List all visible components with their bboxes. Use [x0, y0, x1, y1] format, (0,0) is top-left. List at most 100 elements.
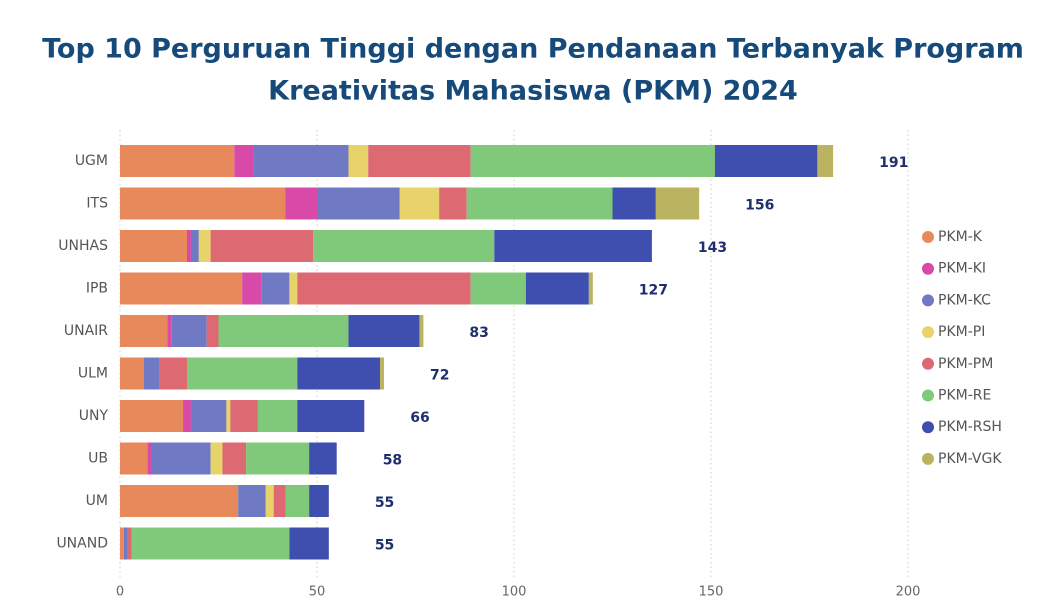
x-tick-label: 50 — [309, 585, 326, 600]
bar-segment — [399, 187, 440, 220]
bar-segment — [368, 145, 471, 177]
bar-segment — [655, 187, 700, 220]
y-tick-label: ULM — [78, 366, 108, 382]
legend-swatch — [922, 421, 934, 434]
bar-segment — [210, 230, 314, 262]
bar-segment — [238, 485, 266, 517]
total-label: 72 — [430, 368, 449, 384]
bar-segment — [222, 442, 247, 475]
bar-segment — [313, 230, 495, 262]
bar-segment — [439, 187, 467, 220]
y-tick-label: ITS — [86, 196, 108, 212]
bar-segment — [265, 485, 274, 517]
bar-segment — [289, 272, 298, 305]
legend-swatch — [922, 357, 934, 370]
legend-label: PKM-RE — [938, 388, 991, 404]
bar-segment — [171, 315, 207, 347]
total-label: 143 — [698, 240, 727, 256]
bar-segment — [120, 485, 239, 517]
bar-segment — [525, 272, 589, 305]
legend-swatch — [922, 389, 934, 402]
bar-segment — [123, 527, 128, 560]
bar-segment — [242, 272, 262, 305]
y-tick-label: UNHAS — [58, 238, 108, 254]
bar-segment — [120, 400, 184, 432]
bar-segment — [151, 442, 211, 475]
total-label: 127 — [639, 283, 668, 299]
bar-segment — [183, 400, 191, 432]
y-tick-label: UNAND — [56, 536, 108, 552]
bar-segment — [190, 400, 227, 432]
bar-segment — [289, 527, 329, 560]
bar-segment — [234, 145, 254, 177]
total-label: 58 — [383, 453, 402, 469]
legend-label: PKM-K — [938, 229, 983, 245]
bar-segment — [297, 357, 381, 390]
bar-segment — [612, 187, 656, 220]
bar-segment — [186, 357, 298, 390]
legend-swatch — [922, 452, 934, 465]
total-label: 83 — [469, 325, 488, 341]
bar-segment — [186, 230, 191, 262]
total-label: 191 — [879, 155, 908, 171]
y-tick-label: UNAIR — [64, 323, 108, 339]
total-label: 66 — [410, 410, 429, 426]
bar-segment — [226, 400, 231, 432]
legend-swatch — [922, 231, 934, 243]
bar-segment — [494, 230, 652, 262]
legend-label: PKM-PM — [938, 356, 993, 372]
bar-segment — [206, 315, 219, 347]
bar-segment — [297, 272, 471, 305]
bar-segment — [147, 442, 152, 475]
bar-segment — [143, 357, 160, 390]
y-tick-label: UB — [88, 451, 108, 467]
bar-segment — [348, 315, 420, 347]
bar-segment — [470, 272, 526, 305]
bar-segment — [198, 230, 211, 262]
bar-segment — [120, 442, 148, 475]
y-tick-label: UNY — [79, 408, 109, 424]
legend-swatch — [922, 294, 934, 307]
legend-label: PKM-KC — [938, 292, 991, 308]
total-label: 55 — [375, 538, 394, 554]
x-tick-label: 200 — [896, 585, 921, 600]
bar-segment — [714, 145, 818, 177]
y-tick-label: UM — [86, 493, 108, 509]
bar-segment — [419, 315, 424, 347]
bar-segment — [588, 272, 593, 305]
legend-swatch — [922, 326, 934, 339]
bar-segment — [257, 400, 298, 432]
bar-segment — [817, 145, 834, 177]
legend-label: PKM-PI — [938, 324, 985, 340]
bar-segment — [190, 230, 199, 262]
bar-segment — [380, 357, 384, 390]
bar-segment — [218, 315, 349, 347]
bar-segment — [120, 357, 144, 390]
total-label: 156 — [745, 198, 774, 214]
x-tick-label: 100 — [502, 585, 527, 600]
legend-label: PKM-KI — [938, 261, 986, 277]
bar-segment — [470, 145, 715, 177]
bar-segment — [273, 485, 286, 517]
bar-segment — [309, 442, 337, 475]
bar-segment — [120, 145, 235, 177]
bar-segment — [131, 527, 290, 560]
y-tick-label: IPB — [86, 281, 108, 297]
bar-segment — [120, 187, 286, 220]
y-tick-label: UGM — [75, 153, 108, 169]
legend-label: PKM-RSH — [938, 419, 1002, 435]
bar-segment — [230, 400, 258, 432]
bar-segment — [120, 527, 124, 560]
bar-segment — [297, 400, 365, 432]
bar-segment — [127, 527, 132, 560]
bar-segment — [210, 442, 223, 475]
bar-segment — [159, 357, 187, 390]
bar-segment — [120, 315, 168, 347]
bar-segment — [348, 145, 369, 177]
bar-segment — [167, 315, 172, 347]
chart-title: Top 10 Perguruan Tinggi dengan Pendanaan… — [42, 34, 1024, 65]
bar-segment — [120, 230, 187, 262]
bar-segment — [466, 187, 613, 220]
legend-swatch — [922, 262, 934, 275]
